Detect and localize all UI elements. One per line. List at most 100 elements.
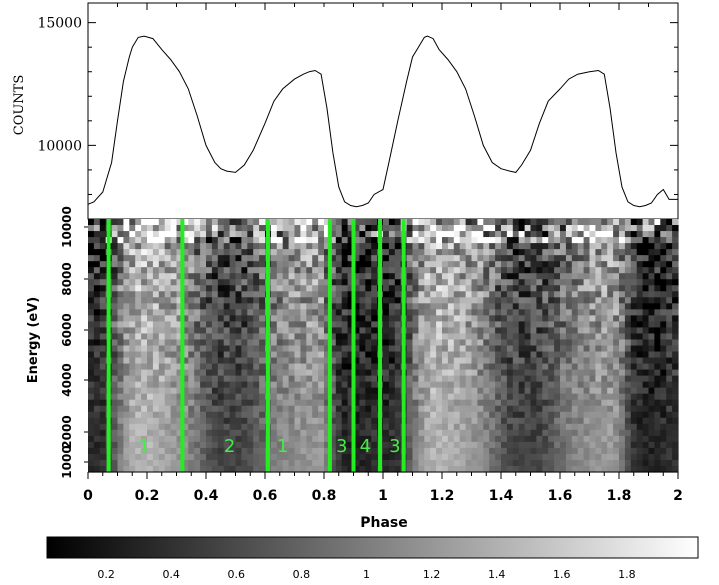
heatmap-cell [341, 417, 349, 425]
heatmap-cell [93, 309, 101, 316]
heatmap-cell [188, 285, 195, 292]
heatmap-cell [241, 261, 248, 268]
heatmap-cell [229, 261, 237, 268]
heatmap-cell [394, 453, 402, 461]
heatmap-cell [471, 345, 478, 353]
heatmap-cell [152, 225, 160, 232]
heatmap-cell [359, 357, 366, 365]
heatmap-cell [117, 291, 124, 298]
heatmap-cell [170, 249, 178, 256]
heatmap-cell [601, 351, 608, 359]
heatmap-cell [241, 273, 248, 280]
heatmap-cell [394, 297, 402, 304]
heatmap-cell [459, 423, 467, 431]
heatmap-cell [672, 303, 679, 310]
heatmap-cell [565, 237, 573, 244]
heatmap-cell [329, 237, 337, 244]
heatmap-cell [465, 357, 473, 365]
heatmap-cell [483, 405, 490, 413]
heatmap-cell [388, 321, 396, 329]
heatmap-cell [341, 351, 349, 359]
heatmap-cell [530, 339, 537, 347]
heatmap-cell [595, 369, 602, 377]
heatmap-cell [524, 267, 532, 274]
heatmap-cell [459, 231, 467, 238]
heatmap-cell [288, 387, 296, 395]
heatmap-cell [318, 243, 325, 250]
heatmap-cell [383, 363, 390, 371]
heatmap-cell [512, 279, 520, 286]
heatmap-cell [93, 441, 101, 449]
heatmap-cell [394, 231, 402, 238]
heatmap-cell [200, 321, 207, 329]
heatmap-cell [194, 405, 201, 413]
heatmap-cell [530, 369, 537, 377]
heatmap-cell [536, 411, 543, 419]
heatmap-cell [453, 261, 461, 268]
heatmap-cell [329, 429, 337, 437]
heatmap-cell [152, 231, 160, 238]
heatmap-cell [388, 255, 396, 262]
heatmap-cell [542, 243, 549, 250]
heatmap-cell [607, 423, 614, 431]
heatmap-cell [99, 429, 107, 437]
heatmap-cell [589, 447, 596, 455]
heatmap-cell [141, 357, 148, 365]
heatmap-cell [624, 399, 632, 407]
heatmap-cell [300, 411, 307, 419]
heatmap-cell [253, 453, 260, 461]
heatmap-cell [318, 267, 325, 274]
heatmap-cell [288, 339, 296, 347]
heatmap-cell [412, 381, 419, 389]
heatmap-cell [607, 393, 614, 401]
heatmap-cell [164, 255, 172, 262]
heatmap-cell [648, 357, 655, 365]
heatmap-cell [383, 225, 390, 232]
heatmap-cell [471, 405, 478, 413]
heatmap-cell [217, 321, 225, 329]
heatmap-cell [123, 219, 130, 226]
heatmap-cell [359, 303, 366, 310]
heatmap-cell [324, 345, 331, 353]
heatmap-cell [406, 417, 414, 425]
heatmap-cell [182, 375, 189, 383]
heatmap-cell [648, 279, 655, 286]
heatmap-cell [418, 351, 425, 359]
heatmap-cell [542, 327, 549, 335]
heatmap-cell [642, 267, 650, 274]
heatmap-cell [259, 225, 266, 232]
heatmap-cell [571, 387, 579, 395]
heatmap-cell [619, 327, 626, 335]
heatmap-cell [194, 225, 201, 232]
heatmap-cell [560, 273, 567, 280]
heatmap-cell [542, 363, 549, 371]
heatmap-cell [436, 261, 443, 268]
heatmap-cell [560, 303, 567, 310]
heatmap-cell [247, 465, 254, 473]
heatmap-cell [229, 357, 237, 365]
heatmap-cell [241, 249, 248, 256]
heatmap-cell [394, 369, 402, 377]
heatmap-cell [642, 465, 650, 473]
heatmap-cell [471, 321, 478, 329]
heatmap-cell [530, 273, 537, 280]
heatmap-cell [524, 387, 532, 395]
heatmap-cell [176, 219, 183, 226]
heatmap-cell [672, 309, 679, 316]
heatmap-cell [217, 261, 225, 268]
heatmap-cell [312, 243, 319, 250]
heatmap-cell [324, 219, 331, 226]
heatmap-cell [388, 249, 396, 256]
heatmap-cell [306, 243, 313, 250]
heatmap-cell [624, 261, 632, 268]
heatmap-cell [282, 267, 290, 274]
heatmap-cell [88, 405, 95, 413]
heatmap-cell [495, 399, 502, 407]
heatmap-cell [601, 447, 608, 455]
heatmap-cell [158, 459, 166, 467]
heatmap-cell [300, 303, 307, 310]
heatmap-cell [300, 423, 307, 431]
heatmap-cell [300, 363, 307, 371]
heatmap-cell [542, 261, 549, 268]
